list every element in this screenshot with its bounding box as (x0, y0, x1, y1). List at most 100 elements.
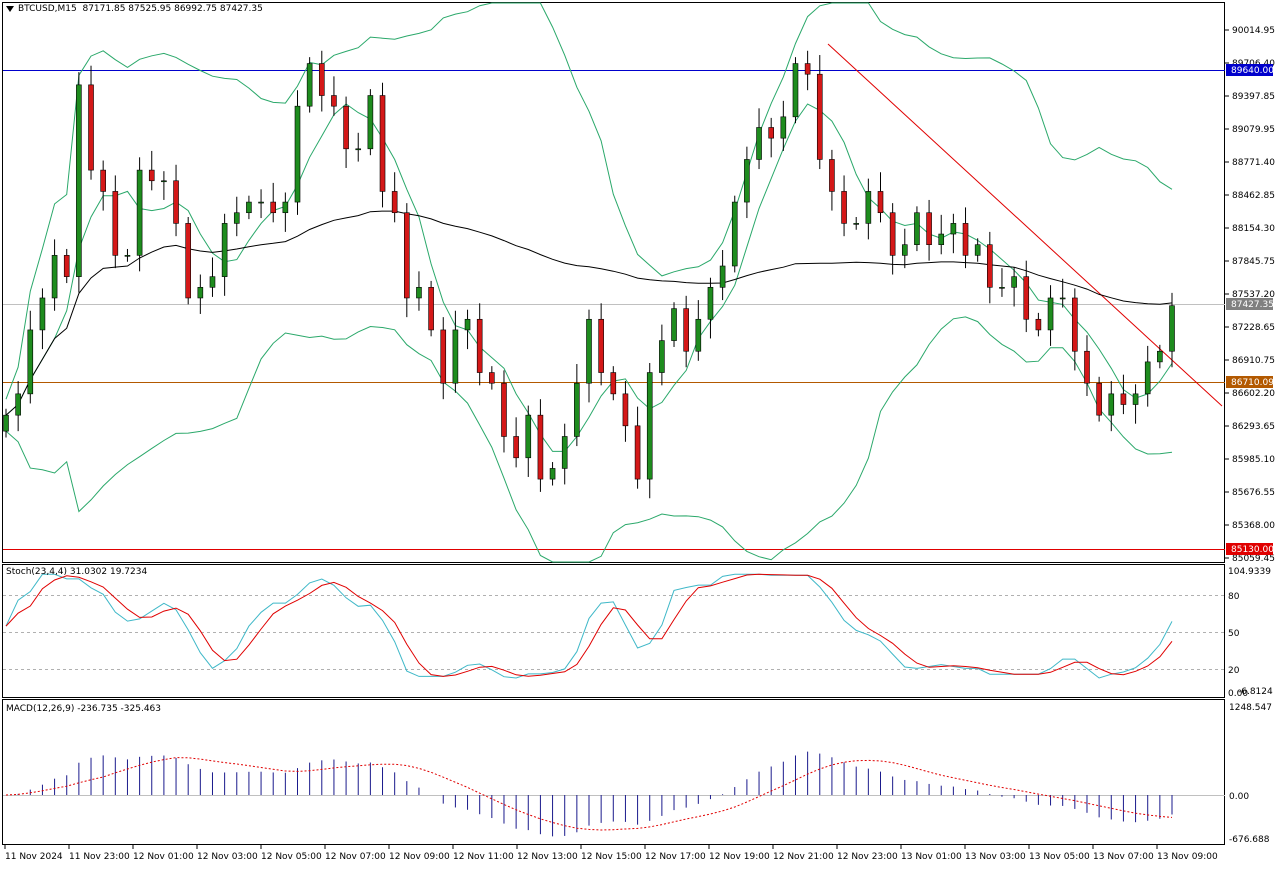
candle-body (258, 201, 264, 204)
candle-body (792, 63, 799, 118)
price-tick-label: 87537.20 (1232, 290, 1275, 300)
candle-body (574, 382, 580, 437)
lower-level-tag (1226, 543, 1273, 555)
candle-body (112, 191, 119, 256)
time-label: 12 Nov 19:00 (709, 852, 770, 862)
candle-body (646, 372, 653, 480)
price-tick-label: 85676.55 (1232, 488, 1275, 498)
mid-level-tag-label: 86710.09 (1231, 378, 1274, 388)
candle-body (343, 105, 349, 150)
candle-body (1157, 350, 1163, 363)
macd-tick-label: 0.00 (1229, 792, 1249, 802)
stoch-tick-label: 104.9339 (1228, 567, 1271, 577)
candle-body (1035, 318, 1042, 331)
candle-body (1072, 297, 1078, 352)
candle-body (999, 287, 1005, 289)
candle-body (962, 223, 969, 256)
candle-body (974, 244, 981, 256)
stoch-tick-label: 0.00 (1228, 689, 1248, 699)
time-label: 12 Nov 13:00 (517, 852, 578, 862)
price-tick-label: 87845.75 (1232, 257, 1275, 267)
stochastic-lines (5, 573, 1173, 679)
candle-body (816, 73, 823, 160)
stoch-tick-label: 80 (1228, 592, 1240, 602)
candle-body (549, 468, 556, 480)
price-tick-label: 86910.75 (1232, 356, 1275, 366)
candle-body (513, 436, 519, 459)
candle-body (3, 414, 9, 432)
mid-level-tag (1226, 376, 1273, 388)
candle-body (15, 393, 21, 416)
macd-tick-label: -676.688 (1229, 835, 1270, 845)
price-tick-label: 86293.65 (1232, 422, 1275, 432)
stoch-tick-label: 50 (1228, 629, 1240, 639)
candlesticks (3, 50, 1175, 499)
stoch-main-line (5, 573, 1173, 679)
trendline[interactable] (827, 43, 1223, 407)
ma-line (5, 210, 1173, 416)
price-axis: 90014.9589706.4089397.8589079.9588771.40… (1225, 26, 1275, 564)
macd-axis: 1248.547 0.00 -676.688 (1229, 703, 1272, 845)
upper-band (5, 2, 1173, 400)
candle-body (100, 169, 106, 192)
time-label: 11 Nov 23:00 (69, 852, 130, 862)
chart-header: BTCUSD,M15 87171.85 87525.95 86992.75 87… (6, 4, 263, 14)
candle-body (379, 95, 386, 192)
candle-body (136, 169, 143, 256)
stoch-signal-line (5, 573, 1173, 677)
candle-body (161, 180, 167, 183)
dropdown-triangle-icon[interactable] (6, 5, 14, 12)
time-label: 13 Nov 09:00 (1157, 852, 1218, 862)
price-tick-label: 88154.30 (1232, 224, 1275, 234)
time-label: 11 Nov 2024 (5, 852, 63, 862)
candle-body (27, 329, 34, 395)
candle-body (489, 372, 495, 384)
candle-body (829, 159, 835, 192)
price-tick-label: 89397.85 (1232, 92, 1275, 102)
candle-body (440, 329, 447, 384)
upper-level-tag (1226, 64, 1273, 76)
candle-body (659, 340, 665, 373)
candle-body (877, 191, 884, 214)
candle-body (51, 255, 58, 299)
candle-body (428, 287, 434, 331)
candle-body (464, 318, 471, 331)
time-label: 12 Nov 09:00 (389, 852, 450, 862)
macd-histogram (17, 751, 1173, 837)
stoch-pane-border (2, 564, 1225, 698)
candle-body (209, 276, 216, 288)
price-tick-label: 88462.85 (1232, 191, 1275, 201)
current-price-tag-label: 87427.35 (1231, 300, 1274, 310)
stoch-header: Stoch(23,4,4) 31.0302 19.7234 (6, 567, 147, 577)
price-tick-label: 85985.10 (1232, 455, 1275, 465)
candle-body (1144, 361, 1151, 395)
candle-body (452, 329, 459, 384)
candle-body (731, 201, 738, 267)
current-price-tag (1226, 298, 1273, 310)
bollinger-bands (5, 2, 1173, 563)
time-label: 12 Nov 01:00 (133, 852, 194, 862)
time-label: 12 Nov 21:00 (773, 852, 834, 862)
candle-body (671, 308, 677, 341)
candle-body (1132, 393, 1139, 405)
candle-body (306, 63, 313, 107)
candle-body (318, 63, 325, 96)
candle-body (185, 223, 191, 299)
time-label: 12 Nov 23:00 (837, 852, 898, 862)
macd-label: MACD(12,26,9) -236.735 -325.463 (6, 704, 162, 714)
candle-body (148, 169, 155, 182)
candle-body (914, 212, 920, 245)
candle-body (853, 223, 860, 225)
candle-body (1120, 393, 1127, 405)
macd-tick-label: 1248.547 (1229, 703, 1272, 713)
time-axis: 11 Nov 2024 11 Nov 23:00 12 Nov 01:00 12 No… (4, 845, 1218, 862)
moving-average-line (5, 210, 1173, 416)
main-pane-border (2, 2, 1225, 563)
candle-body (707, 287, 714, 320)
time-label: 13 Nov 01:00 (901, 852, 962, 862)
candle-body (586, 318, 592, 384)
price-tick-label: 85059.45 (1232, 554, 1275, 564)
candle-body (537, 414, 544, 480)
candle-body (804, 63, 811, 75)
